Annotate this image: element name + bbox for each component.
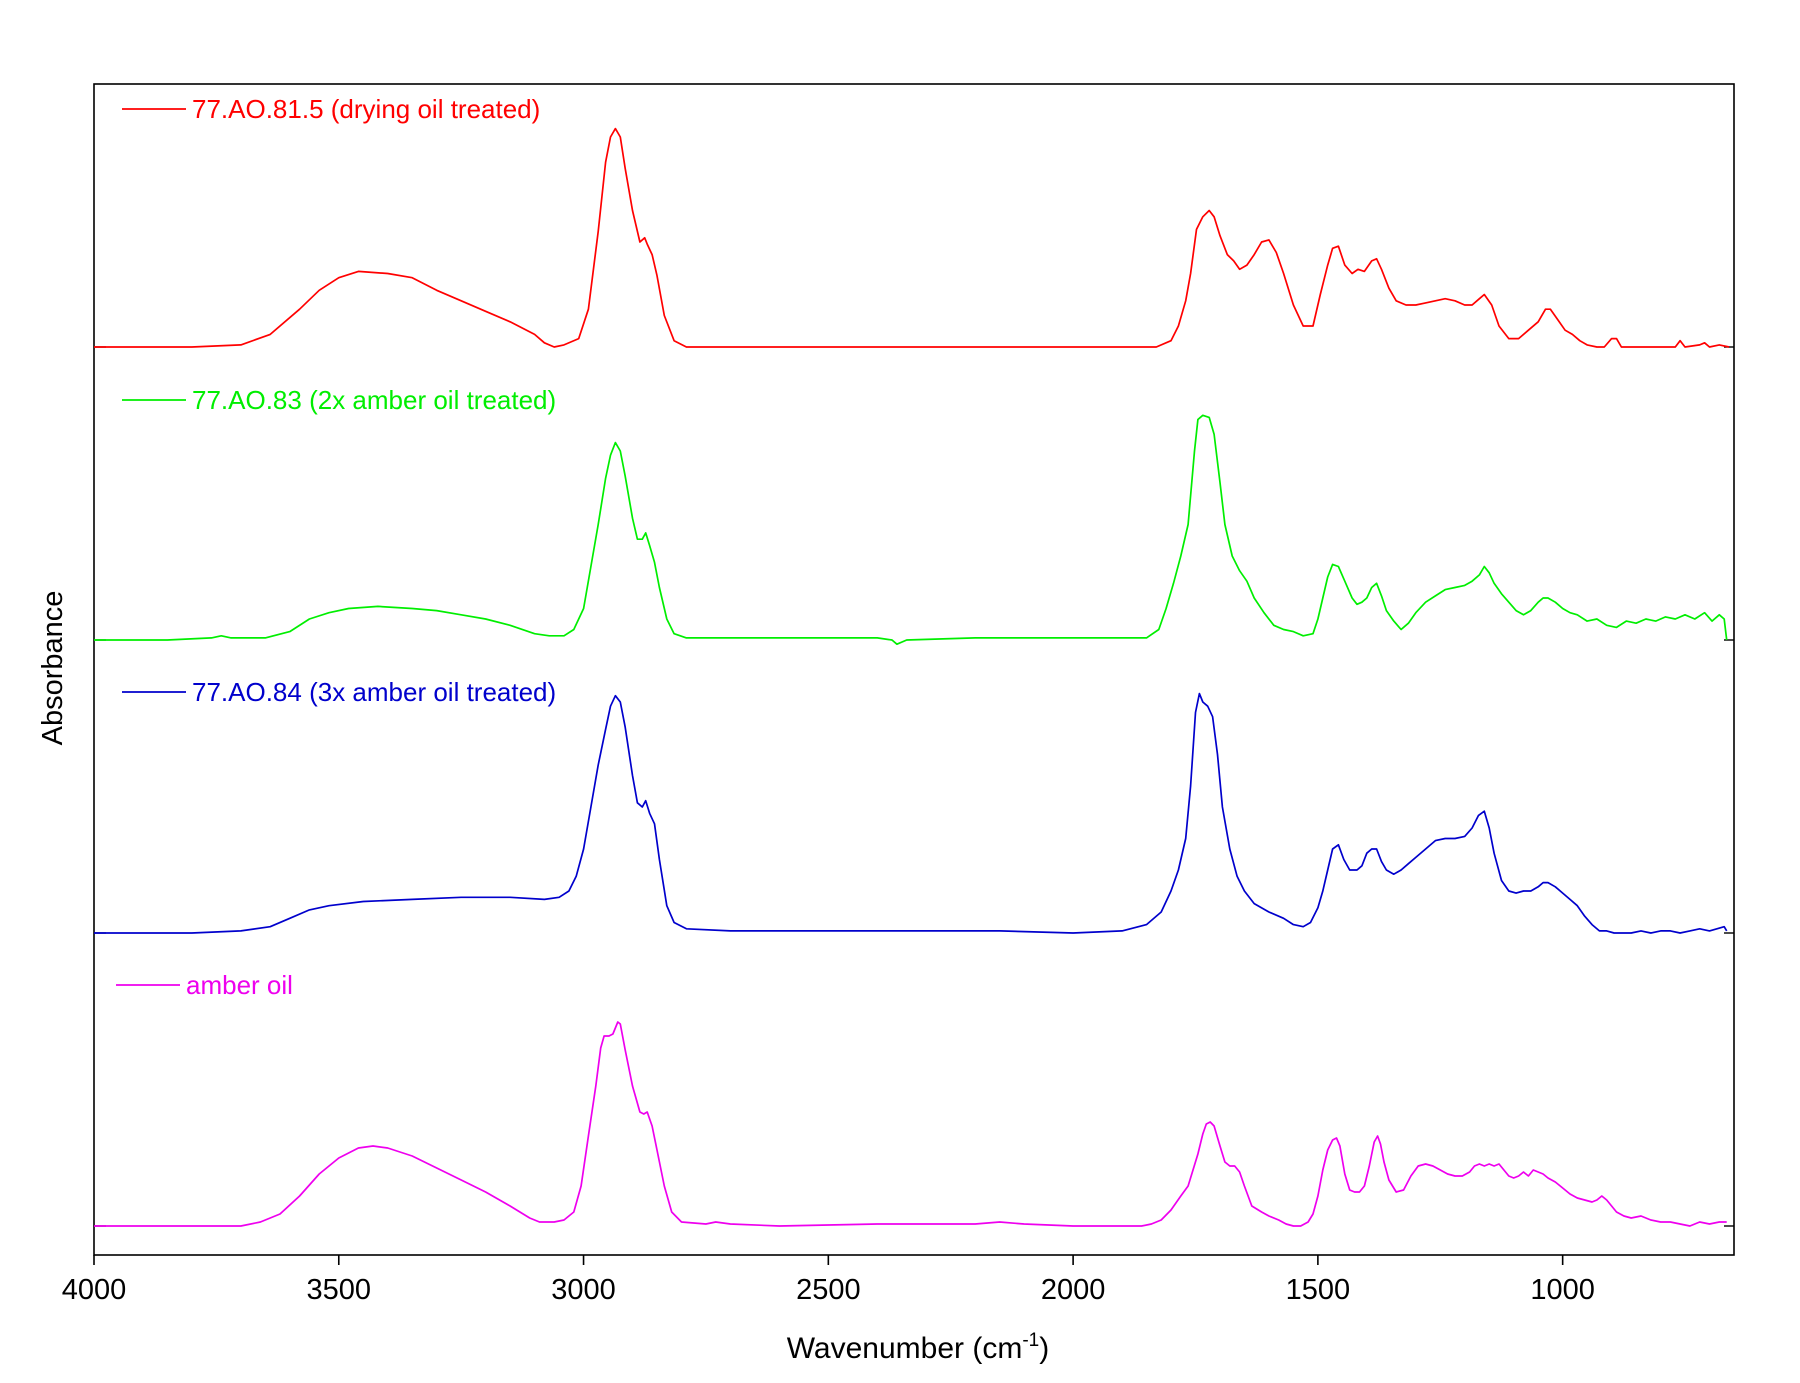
series-line [94, 692, 1728, 934]
series-layer [94, 127, 1730, 1227]
series-line [94, 414, 1728, 646]
x-axis-ticks: 4000 3500 3000 2500 2000 1500 1000 [62, 1255, 1595, 1306]
x-tick-label: 2000 [1041, 1274, 1106, 1306]
plot-frame [93, 83, 1735, 1256]
series-line [94, 127, 1730, 348]
x-tick-label: 4000 [62, 1274, 127, 1306]
legend-label: 77.AO.83 (2x amber oil treated) [192, 385, 556, 415]
legend-label: 77.AO.81.5 (drying oil treated) [192, 94, 540, 124]
x-axis-label-superscript: -1 [1022, 1330, 1039, 1351]
x-axis-label: Wavenumber (cm-1) [787, 1330, 1050, 1365]
x-tick-label: 3500 [307, 1274, 372, 1306]
x-tick-label: 1500 [1286, 1274, 1351, 1306]
inline-legend: 77.AO.81.5 (drying oil treated) 77.AO.83 … [116, 94, 556, 1000]
x-tick-label: 2500 [796, 1274, 861, 1306]
legend-label: amber oil [186, 970, 293, 1000]
x-axis-label-text: Wavenumber (cm [787, 1332, 1023, 1365]
baseline-ticks [94, 346, 1734, 1227]
y-axis-label: Absorbance [37, 591, 69, 746]
legend-label: 77.AO.84 (3x amber oil treated) [192, 677, 556, 707]
series-line [94, 1021, 1727, 1227]
x-tick-label: 3000 [551, 1274, 616, 1306]
x-axis-label-close: ) [1039, 1332, 1049, 1365]
x-tick-label: 1000 [1530, 1274, 1595, 1306]
